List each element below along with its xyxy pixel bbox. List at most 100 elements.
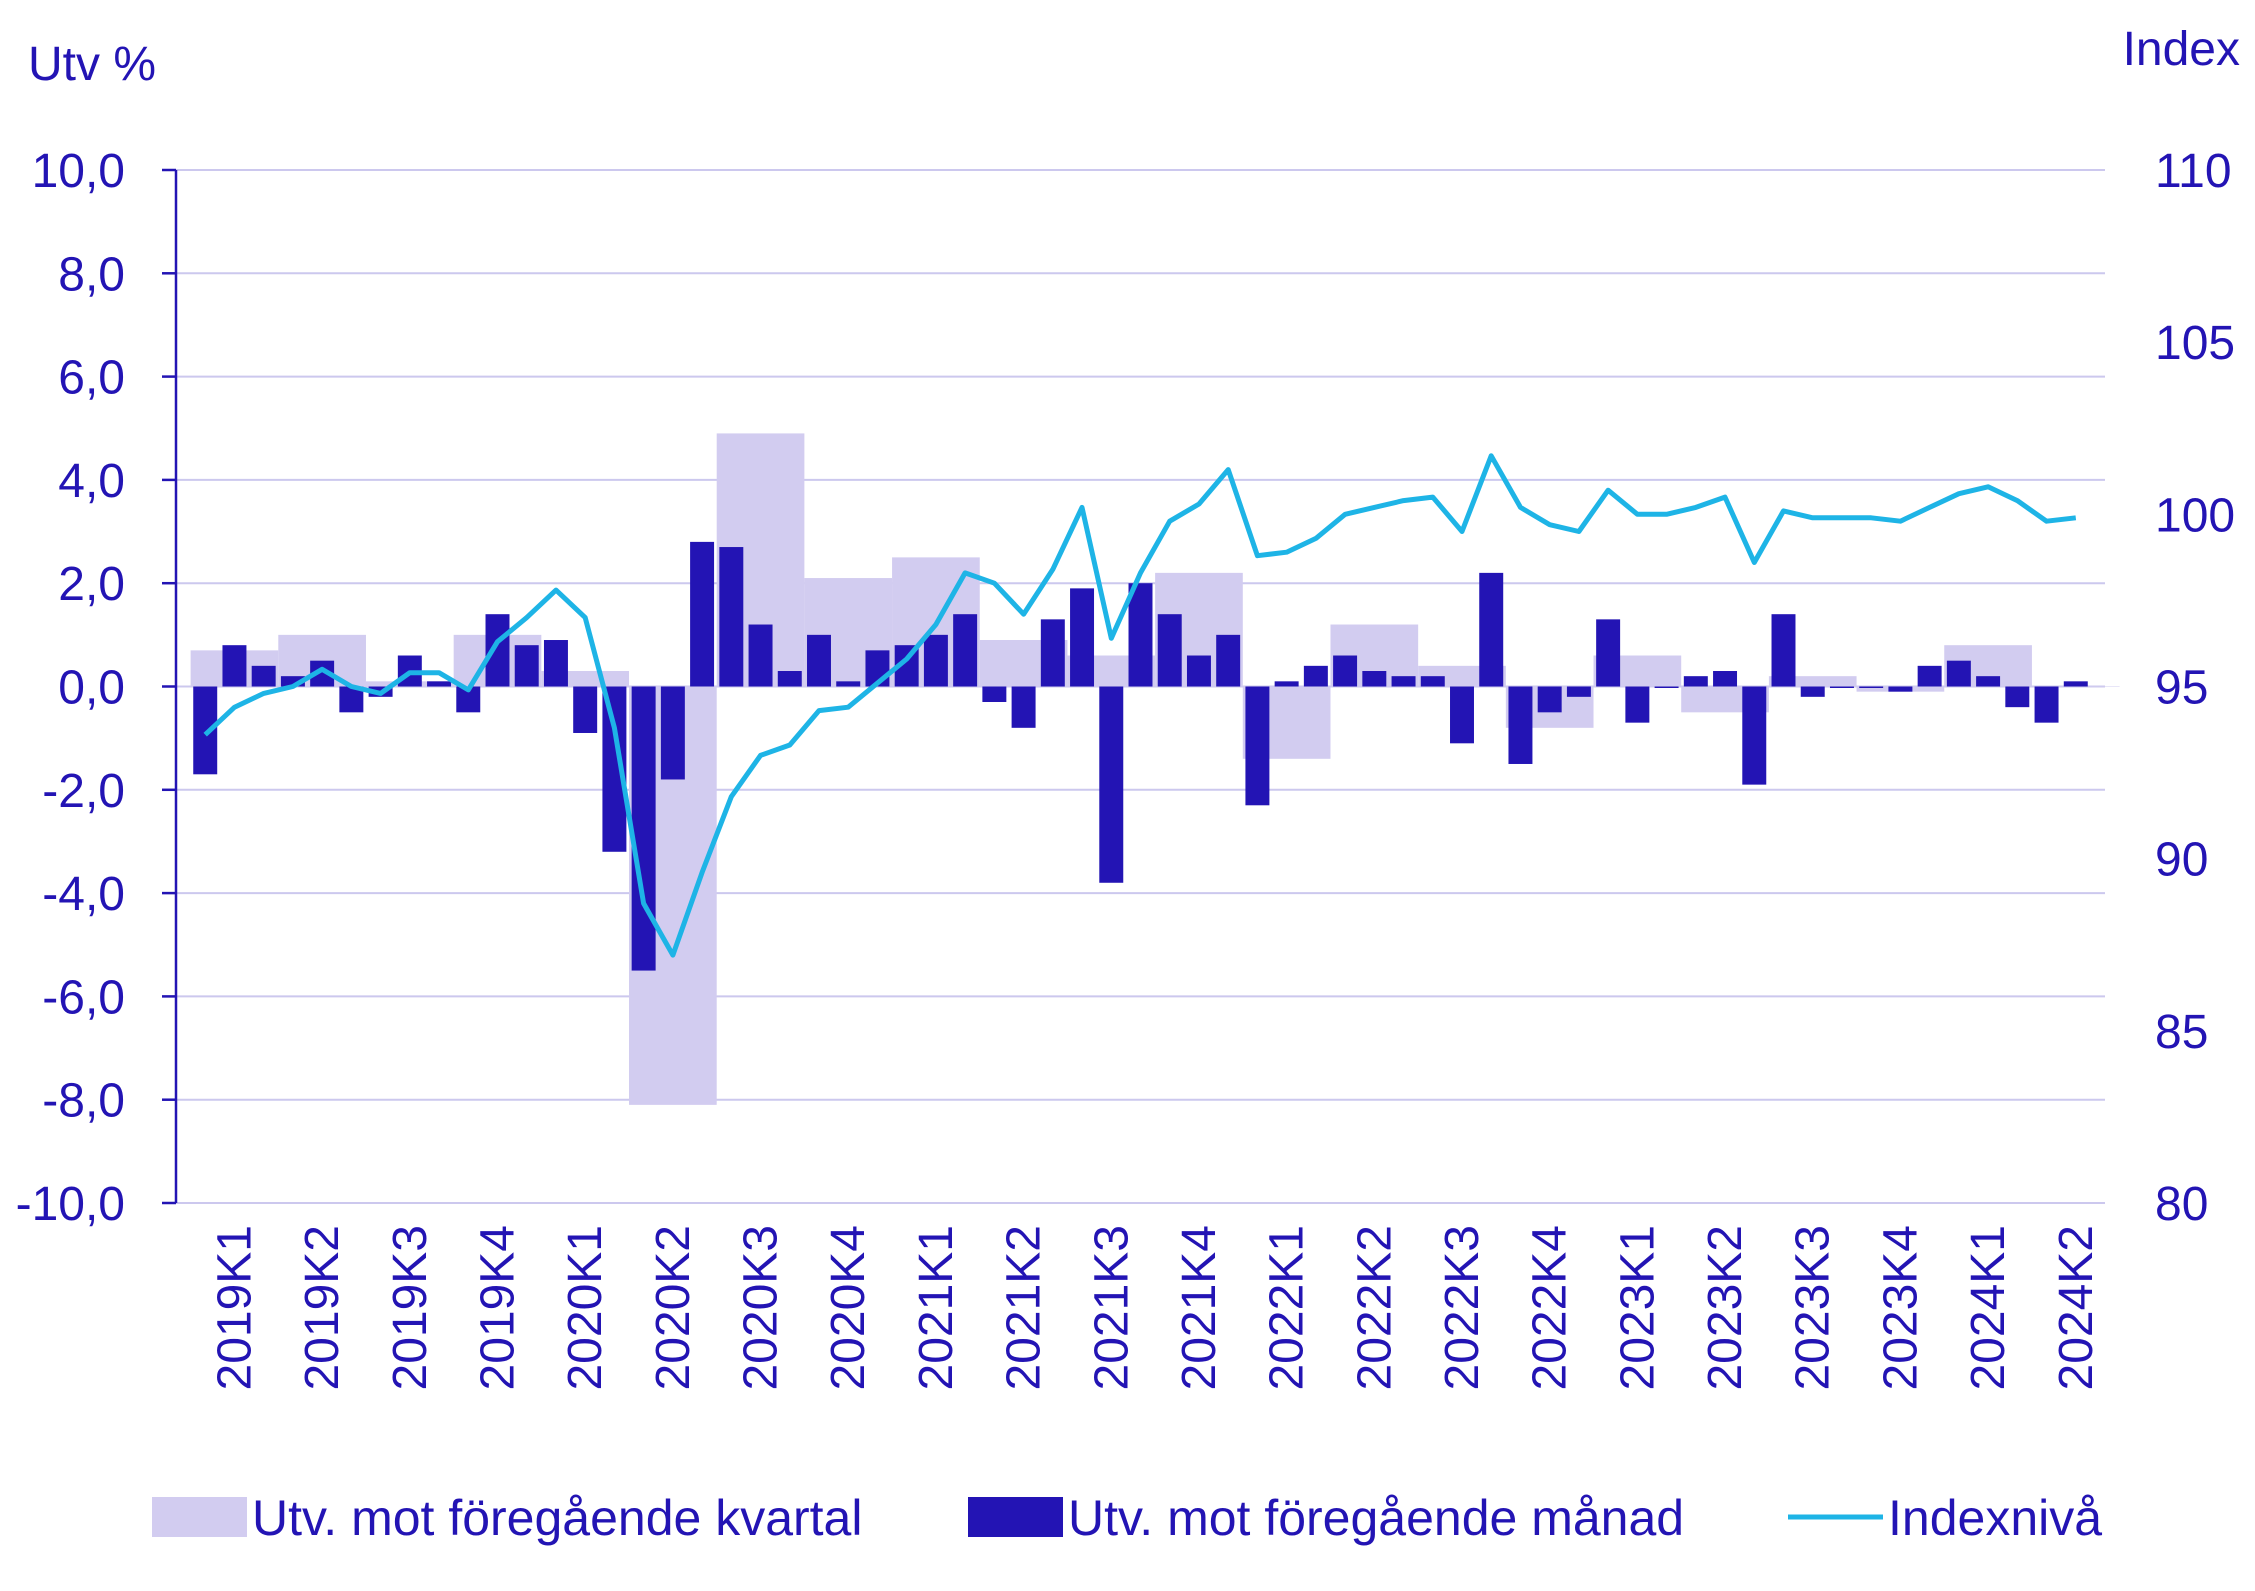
left-tick-label: 10,0 — [32, 145, 125, 198]
right-tick-label: 95 — [2155, 662, 2208, 715]
left-axis-title: Utv % — [28, 38, 156, 91]
left-tick-label: 8,0 — [58, 248, 125, 301]
right-tick-label: 85 — [2155, 1006, 2208, 1059]
index-level-line — [203, 453, 2077, 958]
month-bar — [2034, 686, 2059, 723]
x-category-label: 2021K4 — [1173, 1225, 1226, 1391]
right-tick-label: 100 — [2155, 489, 2235, 542]
left-tick-label: -10,0 — [16, 1178, 125, 1231]
left-tick-label: 4,0 — [58, 455, 125, 508]
month-bar — [1128, 583, 1153, 687]
right-axis-title: Index — [2123, 23, 2240, 76]
quarter-bar — [1768, 676, 1857, 687]
x-category-label: 2024K2 — [2050, 1225, 2103, 1391]
right-tick-label: 105 — [2155, 317, 2235, 370]
month-bar — [1450, 686, 1474, 744]
month-bar — [1216, 634, 1241, 687]
month-bar — [2063, 681, 2088, 687]
left-tick-label: 0,0 — [58, 662, 125, 715]
x-category-label: 2019K3 — [384, 1225, 437, 1391]
right-tick-label: 110 — [2155, 145, 2232, 198]
month-bar — [982, 686, 1007, 702]
month-bar — [1099, 686, 1124, 883]
month-bar — [339, 686, 364, 713]
month-bar — [456, 686, 481, 713]
month-bar — [1508, 686, 1533, 764]
month-bar — [1479, 572, 1504, 687]
month-bar — [836, 681, 861, 687]
x-category-label: 2022K1 — [1261, 1225, 1314, 1391]
month-bar — [1654, 686, 1679, 688]
month-bar — [1391, 676, 1416, 687]
index-line — [203, 453, 2077, 958]
month-bar — [543, 640, 568, 687]
x-category-label: 2019K1 — [208, 1225, 261, 1391]
x-category-label: 2022K2 — [1348, 1225, 1401, 1391]
month-bar — [953, 614, 978, 687]
monthly-change-bars — [193, 541, 2088, 971]
right-axis-ticks: 110 105 100 95 90 85 80 — [2155, 145, 2235, 1231]
month-bar — [1625, 686, 1650, 723]
left-tick-label: 6,0 — [58, 352, 125, 405]
month-bar — [777, 671, 802, 687]
x-axis-category-labels: 2019K1 2019K2 2019K3 2019K4 2020K1 2020K2 2020… — [208, 1225, 2102, 1391]
month-bar — [1888, 686, 1913, 692]
legend-swatch-quarter — [152, 1497, 247, 1537]
quarterly-change-bars — [190, 433, 2120, 1105]
month-bar — [1771, 614, 1796, 687]
month-bar — [1829, 686, 1854, 688]
x-category-label: 2021K2 — [998, 1225, 1051, 1391]
month-bar — [514, 645, 539, 687]
month-bar — [690, 541, 715, 687]
left-tick-label: -8,0 — [42, 1075, 125, 1128]
month-bar — [1274, 681, 1299, 687]
x-category-label: 2022K4 — [1524, 1225, 1577, 1391]
axes — [162, 168, 178, 1205]
x-category-label: 2023K3 — [1787, 1225, 1840, 1391]
month-bar — [1333, 655, 1358, 687]
month-bar — [1976, 676, 2001, 687]
x-category-label: 2020K3 — [735, 1225, 788, 1391]
month-bar — [1917, 665, 1942, 687]
month-bar — [1362, 671, 1387, 687]
x-category-label: 2023K4 — [1874, 1225, 1927, 1391]
month-bar — [1245, 686, 1270, 806]
quarter-bar — [2031, 686, 2120, 687]
month-bar — [280, 676, 305, 687]
month-bar — [748, 624, 773, 687]
legend-swatch-month — [968, 1497, 1063, 1537]
x-category-label: 2020K4 — [822, 1225, 875, 1391]
right-tick-label: 90 — [2155, 834, 2208, 887]
month-bar — [193, 686, 218, 775]
month-bar — [1713, 671, 1738, 687]
month-bar — [631, 686, 656, 971]
x-category-label: 2021K1 — [910, 1225, 963, 1391]
month-bar — [1566, 686, 1591, 697]
month-bar — [1157, 614, 1182, 687]
month-bar — [1537, 686, 1562, 713]
month-bar — [251, 665, 276, 687]
month-bar — [2005, 686, 2030, 708]
x-category-label: 2021K3 — [1085, 1225, 1138, 1391]
x-category-label: 2020K2 — [647, 1225, 700, 1391]
left-tick-label: -2,0 — [42, 765, 125, 818]
legend-label-index: Indexnivå — [1888, 1490, 2102, 1546]
month-bar — [1596, 619, 1621, 687]
month-bar — [1859, 686, 1884, 688]
month-bar — [923, 634, 948, 687]
month-bar — [1800, 686, 1825, 697]
month-bar — [602, 686, 627, 852]
left-axis-ticks: 10,0 8,0 6,0 4,0 2,0 0,0 -2,0 -4,0 -6,0 -8,0 -10,0 — [16, 145, 125, 1231]
month-bar — [310, 660, 335, 687]
x-category-label: 2019K2 — [296, 1225, 349, 1391]
left-tick-label: -6,0 — [42, 971, 125, 1024]
x-category-label: 2023K1 — [1611, 1225, 1664, 1391]
month-bar — [485, 614, 510, 687]
x-category-label: 2022K3 — [1436, 1225, 1489, 1391]
x-category-label: 2020K1 — [559, 1225, 612, 1391]
legend-label-quarter: Utv. mot föregående kvartal — [252, 1490, 862, 1546]
month-bar — [1186, 655, 1211, 687]
x-category-label: 2019K4 — [472, 1225, 525, 1391]
month-bar — [1303, 665, 1328, 687]
